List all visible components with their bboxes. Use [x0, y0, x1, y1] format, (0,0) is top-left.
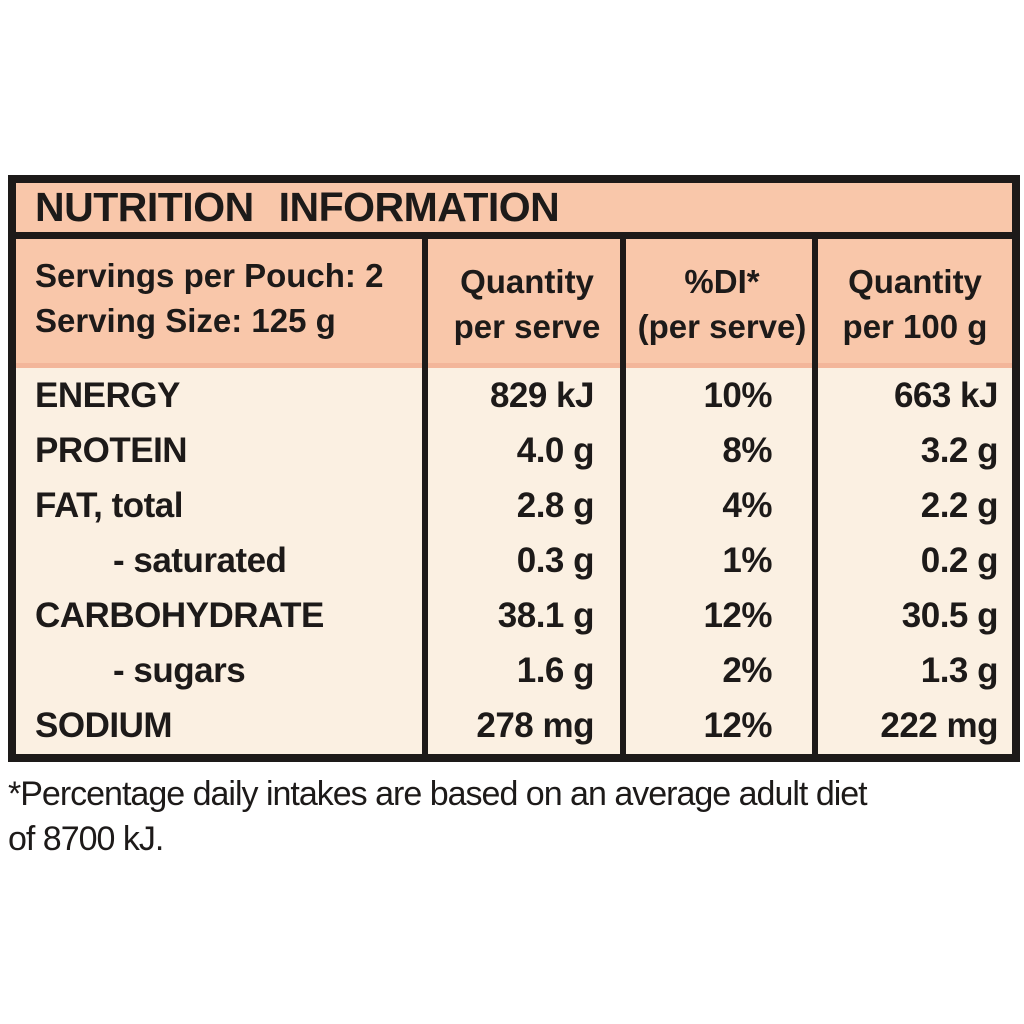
column-header-di-per-serve: %DI* (per serve): [626, 239, 818, 368]
footnote-line-1: *Percentage daily intakes are based on a…: [8, 775, 868, 813]
nutrient-label: CARBOHYDRATE: [35, 596, 324, 636]
panel-title: NUTRITION INFORMATION: [35, 184, 560, 230]
nutrient-label: ENERGY: [35, 375, 180, 415]
row-carbohydrate-sugars: - sugars 1.6 g 2% 1.3 g: [16, 644, 1012, 699]
row-sodium: SODIUM 278 mg 12% 222 mg: [16, 699, 1012, 754]
serving-size: Serving Size: 125 g: [35, 302, 336, 339]
value-per-serve: 278 mg: [476, 706, 594, 746]
col-header-line: Quantity: [848, 262, 982, 300]
col-header-line: (per serve): [637, 307, 807, 345]
nutrient-label: SODIUM: [35, 706, 173, 746]
col-header-line: per serve: [453, 307, 601, 345]
value-per-serve: 38.1 g: [497, 596, 595, 636]
value-per-serve: 4.0 g: [516, 430, 595, 470]
nutrition-information-panel: NUTRITION INFORMATION Servings per Pouch…: [8, 175, 1020, 762]
nutrient-label: PROTEIN: [35, 430, 188, 470]
column-divider-2: [620, 239, 626, 754]
nutrient-label: - saturated: [113, 540, 287, 580]
column-divider-1: [422, 239, 428, 754]
col-header-line: %DI*: [684, 262, 760, 300]
col-header-line: per 100 g: [842, 307, 988, 345]
value-di: 1%: [722, 540, 772, 580]
value-di: 12%: [703, 596, 772, 636]
value-di: 8%: [722, 430, 772, 470]
value-per-serve: 829 kJ: [489, 375, 595, 415]
value-per-serve: 0.3 g: [516, 540, 595, 580]
panel-title-band: NUTRITION INFORMATION: [16, 183, 1012, 232]
col-header-line: Quantity: [460, 262, 594, 300]
title-divider-rule: [16, 232, 1012, 239]
row-fat-saturated: - saturated 0.3 g 1% 0.2 g: [16, 533, 1012, 588]
column-header-row: Servings per Pouch: 2 Serving Size: 125 …: [16, 239, 1012, 368]
row-fat-total: FAT, total 2.8 g 4% 2.2 g: [16, 478, 1012, 533]
value-per-100g: 0.2 g: [920, 540, 999, 580]
servings-per-pouch: Servings per Pouch: 2: [35, 257, 384, 294]
value-di: 4%: [722, 485, 772, 525]
footnote-line-2: of 8700 kJ.: [8, 820, 164, 858]
column-header-quantity-per-serve: Quantity per serve: [428, 239, 626, 368]
value-di: 12%: [703, 706, 772, 746]
row-energy: ENERGY 829 kJ 10% 663 kJ: [16, 368, 1012, 423]
value-di: 2%: [722, 651, 772, 691]
value-per-100g: 3.2 g: [920, 430, 999, 470]
value-per-serve: 2.8 g: [516, 485, 595, 525]
value-per-100g: 1.3 g: [920, 651, 999, 691]
row-protein: PROTEIN 4.0 g 8% 3.2 g: [16, 423, 1012, 478]
serving-info-cell: Servings per Pouch: 2 Serving Size: 125 …: [16, 239, 428, 368]
value-per-100g: 663 kJ: [893, 375, 999, 415]
daily-intake-footnote: *Percentage daily intakes are based on a…: [8, 772, 1008, 862]
row-carbohydrate: CARBOHYDRATE 38.1 g 12% 30.5 g: [16, 589, 1012, 644]
nutrient-rows: ENERGY 829 kJ 10% 663 kJ PROTEIN 4.0 g 8…: [16, 368, 1012, 754]
nutrient-label: - sugars: [113, 651, 246, 691]
column-header-quantity-per-100g: Quantity per 100 g: [818, 239, 1012, 368]
column-divider-3: [812, 239, 818, 754]
value-per-100g: 2.2 g: [920, 485, 999, 525]
nutrient-label: FAT, total: [35, 485, 183, 525]
panel-inner: NUTRITION INFORMATION Servings per Pouch…: [16, 183, 1012, 754]
value-per-serve: 1.6 g: [516, 651, 595, 691]
value-per-100g: 30.5 g: [901, 596, 999, 636]
value-di: 10%: [703, 375, 772, 415]
value-per-100g: 222 mg: [880, 706, 998, 746]
